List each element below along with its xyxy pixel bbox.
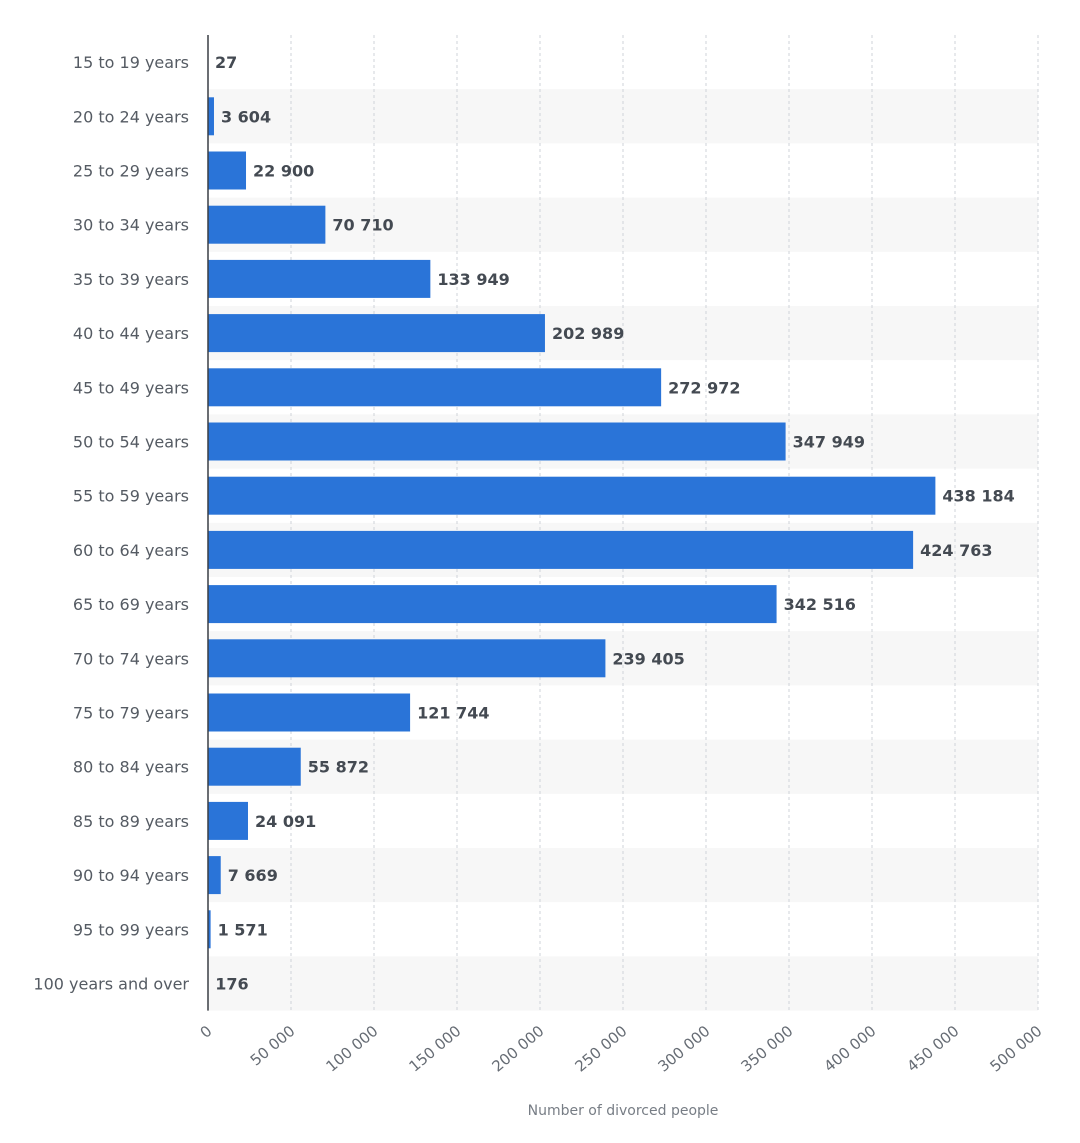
bar[interactable] [208,585,777,624]
x-tick-labels: 0 50 000 100 000 150 000 200 000 250 000 300 0… [197,1022,1046,1076]
bars [208,43,936,1003]
x-tick-label: 450 000 [903,1022,962,1076]
value-label: 133 949 [437,270,509,289]
value-label: 239 405 [612,649,684,668]
bar[interactable] [208,693,411,732]
x-tick-label: 50 000 [247,1022,299,1070]
x-tick-label: 350 000 [737,1022,796,1076]
x-tick-label: 500 000 [986,1022,1045,1076]
value-label: 70 710 [332,216,393,235]
category-label: 40 to 44 years [73,324,189,343]
category-label: 30 to 34 years [73,216,189,235]
bar[interactable] [208,747,301,786]
value-label: 1 571 [218,920,268,939]
category-label: 35 to 39 years [73,270,189,289]
value-label: 7 669 [228,866,278,885]
bar[interactable] [208,422,786,461]
bar[interactable] [208,910,211,949]
value-label: 202 989 [552,324,624,343]
category-label: 75 to 79 years [73,704,189,723]
category-label: 20 to 24 years [73,107,189,126]
bar[interactable] [208,259,431,298]
bar[interactable] [208,368,662,407]
value-label: 22 900 [253,162,314,181]
bar[interactable] [208,314,545,353]
category-label: 65 to 69 years [73,595,189,614]
category-label: 55 to 59 years [73,487,189,506]
category-label: 60 to 64 years [73,541,189,560]
value-label: 24 091 [255,812,316,831]
row-band [208,89,1038,144]
gridlines [290,35,1039,1011]
value-label: 121 744 [417,704,489,723]
category-label: 85 to 89 years [73,812,189,831]
row-band [208,739,1038,794]
category-label: 15 to 19 years [73,53,189,72]
category-label: 80 to 84 years [73,758,189,777]
bar[interactable] [208,801,248,840]
category-label: 25 to 29 years [73,162,189,181]
value-label: 27 [215,53,237,72]
category-label: 95 to 99 years [73,920,189,939]
value-labels: 27 3 604 22 900 70 710 133 949 202 989 272 972… [215,53,1015,993]
category-labels: 15 to 19 years 20 to 24 years 25 to 29 yea… [33,53,189,993]
x-tick-label: 400 000 [820,1022,879,1076]
bar[interactable] [208,639,606,678]
x-tick-label: 300 000 [654,1022,713,1076]
x-tick-label: 150 000 [405,1022,464,1076]
category-label: 100 years and over [33,975,189,994]
value-label: 424 763 [920,541,992,560]
x-tick-label: 250 000 [571,1022,630,1076]
category-label: 45 to 49 years [73,378,189,397]
x-axis-title: Number of divorced people [528,1103,719,1119]
value-label: 272 972 [668,378,740,397]
bar[interactable] [208,856,221,895]
bar[interactable] [208,151,247,190]
bar[interactable] [208,530,914,569]
value-label: 438 184 [942,487,1014,506]
category-label: 90 to 94 years [73,866,189,885]
value-label: 3 604 [221,107,271,126]
category-label: 70 to 74 years [73,649,189,668]
value-label: 55 872 [308,758,369,777]
x-tick-label: 100 000 [322,1022,381,1076]
bar[interactable] [208,476,936,515]
x-tick-label: 200 000 [488,1022,547,1076]
row-band [208,197,1038,252]
value-label: 347 949 [793,433,865,452]
value-label: 176 [215,975,248,994]
category-label: 50 to 54 years [73,433,189,452]
value-label: 342 516 [784,595,856,614]
bar[interactable] [208,97,214,136]
bar[interactable] [208,205,326,244]
x-tick-label: 0 [197,1022,216,1042]
